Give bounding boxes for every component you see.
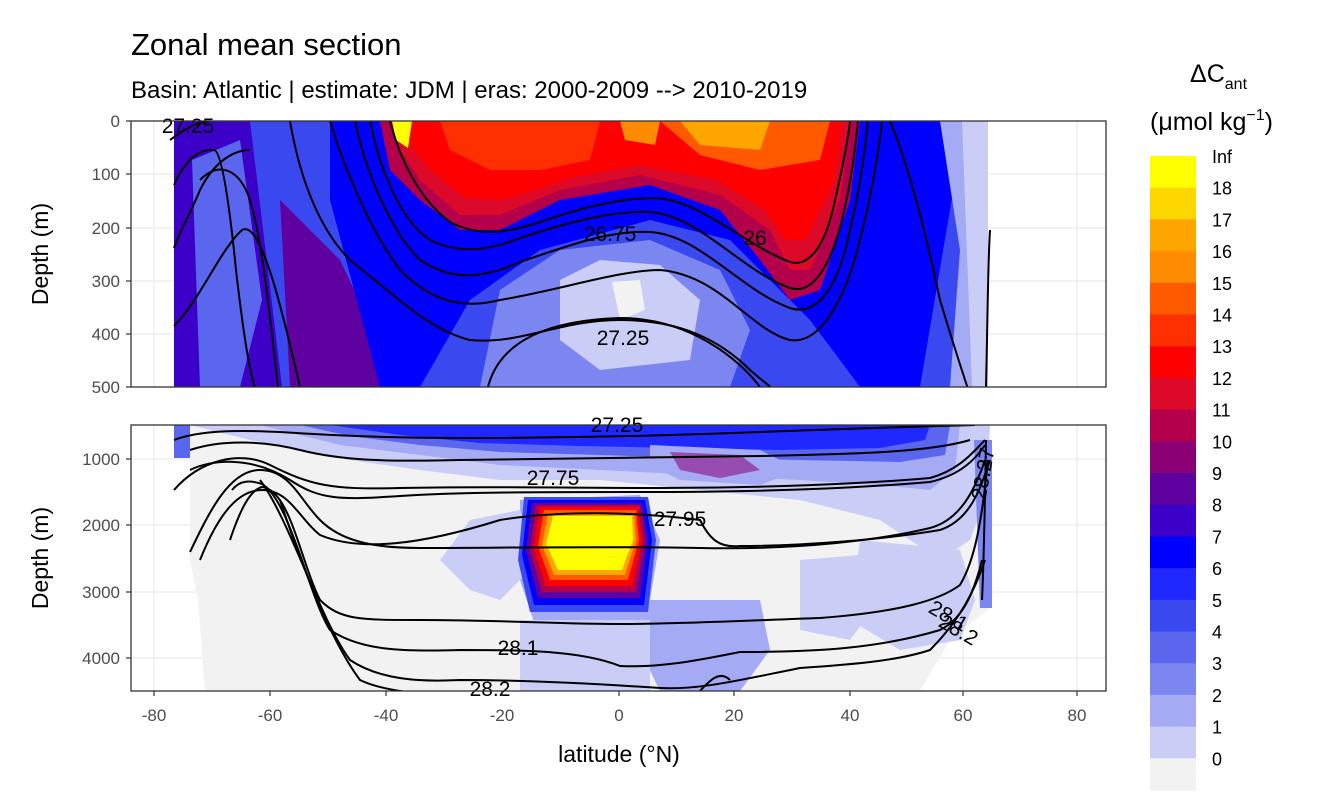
y-tick-label: 0 bbox=[111, 112, 120, 131]
legend-units: (μmol kg−1) bbox=[1150, 107, 1273, 136]
y-tick-label: 2000 bbox=[82, 516, 120, 535]
legend-swatch bbox=[1150, 251, 1196, 284]
y-tick-label: 200 bbox=[92, 219, 120, 238]
legend-swatch bbox=[1150, 314, 1196, 347]
legend-swatch bbox=[1150, 409, 1196, 442]
y-ticks-top: 0 100 200 300 400 500 bbox=[92, 112, 131, 397]
legend-label: 10 bbox=[1212, 432, 1232, 452]
legend-swatch bbox=[1150, 441, 1196, 474]
y-tick-label: 300 bbox=[92, 272, 120, 291]
contour-label: 27.25 bbox=[162, 115, 215, 138]
legend-swatch bbox=[1150, 726, 1196, 759]
y-tick-label: 3000 bbox=[82, 583, 120, 602]
chart-title: Zonal mean section bbox=[131, 27, 402, 62]
y-tick-label: 4000 bbox=[82, 649, 120, 668]
legend: ΔCant (μmol kg−1) Inf1817161514131211109… bbox=[1150, 60, 1273, 791]
panel-top-fill bbox=[174, 121, 988, 387]
x-tick-label: -40 bbox=[374, 706, 399, 725]
x-tick-label: 40 bbox=[841, 706, 860, 725]
contour-label: 26 bbox=[743, 227, 766, 250]
y-axis-label-top: Depth (m) bbox=[27, 203, 53, 305]
legend-label: 13 bbox=[1212, 337, 1232, 357]
legend-swatch bbox=[1150, 631, 1196, 664]
legend-label: 14 bbox=[1212, 306, 1232, 326]
legend-swatch bbox=[1150, 282, 1196, 316]
legend-label: 15 bbox=[1212, 274, 1232, 294]
legend-label: 2 bbox=[1212, 686, 1222, 706]
legend-swatches bbox=[1150, 156, 1196, 791]
legend-swatch bbox=[1150, 694, 1196, 728]
contour-label: 28.2 bbox=[470, 678, 511, 701]
legend-label: 5 bbox=[1212, 591, 1222, 611]
x-tick-label: 80 bbox=[1068, 706, 1087, 725]
legend-swatch bbox=[1150, 758, 1196, 791]
x-tick-label: -20 bbox=[490, 706, 515, 725]
contour-label: 27.75 bbox=[527, 467, 580, 490]
panel-top: 27.25 26.75 26 27.25 bbox=[130, 115, 1107, 388]
legend-label: 11 bbox=[1212, 401, 1231, 421]
legend-title: ΔCant bbox=[1190, 60, 1248, 93]
legend-label: 16 bbox=[1212, 242, 1232, 262]
panel-top-border bbox=[130, 120, 1107, 388]
legend-swatch bbox=[1150, 568, 1196, 601]
panel-top-contours bbox=[169, 121, 991, 387]
y-axis-label-bottom: Depth (m) bbox=[27, 507, 53, 609]
contour-label: 27.25 bbox=[597, 327, 650, 350]
contour-label: 26.75 bbox=[584, 223, 637, 246]
legend-units-exp: −1 bbox=[1246, 107, 1264, 124]
legend-units-text: (μmol kg bbox=[1150, 108, 1246, 136]
legend-label: 9 bbox=[1212, 464, 1222, 484]
x-tick-label: -80 bbox=[142, 706, 167, 725]
legend-label: 18 bbox=[1212, 179, 1232, 199]
legend-label: 8 bbox=[1212, 496, 1222, 516]
legend-swatch bbox=[1150, 156, 1196, 189]
y-tick-label: 500 bbox=[92, 378, 120, 397]
legend-swatch bbox=[1150, 599, 1196, 633]
x-tick-label: 20 bbox=[725, 706, 744, 725]
panel-bottom-fill bbox=[174, 425, 992, 691]
legend-swatch bbox=[1150, 187, 1196, 220]
x-tick-label: 0 bbox=[614, 706, 623, 725]
legend-swatch bbox=[1150, 377, 1196, 411]
contour-label: 28.1 bbox=[498, 637, 539, 660]
legend-swatch bbox=[1150, 536, 1196, 569]
x-tick-label: -60 bbox=[258, 706, 283, 725]
x-ticks: -80 -60 -40 -20 0 20 40 60 80 bbox=[142, 691, 1087, 725]
legend-label: 12 bbox=[1212, 369, 1232, 389]
legend-label: Inf bbox=[1212, 147, 1233, 167]
legend-units-close: ) bbox=[1265, 108, 1273, 136]
legend-label: 17 bbox=[1212, 210, 1232, 230]
legend-label: 0 bbox=[1212, 749, 1222, 769]
legend-title-sub: ant bbox=[1225, 76, 1248, 93]
legend-swatch bbox=[1150, 663, 1196, 696]
legend-swatch bbox=[1150, 504, 1196, 537]
legend-swatch bbox=[1150, 219, 1196, 252]
y-tick-label: 400 bbox=[92, 325, 120, 344]
chart-subtitle: Basin: Atlantic | estimate: JDM | eras: … bbox=[131, 77, 807, 104]
y-tick-label: 1000 bbox=[82, 450, 120, 469]
legend-swatch bbox=[1150, 473, 1196, 506]
legend-label: 6 bbox=[1212, 559, 1222, 579]
legend-swatch bbox=[1150, 346, 1196, 379]
legend-label: 4 bbox=[1212, 623, 1222, 643]
legend-label: 3 bbox=[1212, 654, 1222, 674]
panel-bottom-contours bbox=[173, 425, 991, 691]
x-axis-label: latitude (°N) bbox=[558, 741, 680, 767]
y-tick-label: 100 bbox=[92, 165, 120, 184]
y-ticks-bottom: 1000 2000 3000 4000 bbox=[82, 450, 131, 668]
legend-label: 1 bbox=[1212, 718, 1222, 738]
legend-title-main: ΔC bbox=[1190, 60, 1225, 88]
x-tick-label: 60 bbox=[954, 706, 973, 725]
legend-label: 7 bbox=[1212, 527, 1222, 547]
contour-label: 27.95 bbox=[654, 508, 707, 531]
panel-bottom: 27.25 27.75 27.95 28.1 28.2 28.1 28.2 28… bbox=[130, 414, 1107, 701]
